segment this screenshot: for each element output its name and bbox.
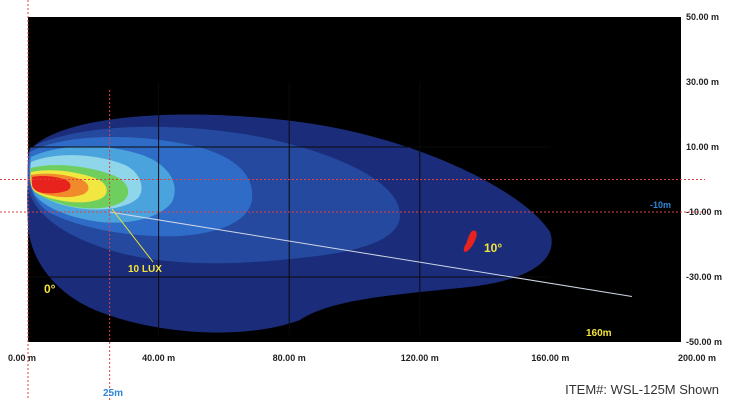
angle-ten-label: 10° (484, 241, 502, 255)
x-tick-label: 120.00 m (401, 353, 439, 363)
x-axis-ticks: 0.00 m 40.00 m 80.00 m 120.00 m 160.00 m 200.… (8, 353, 716, 363)
x-tick-label: 80.00 m (273, 353, 306, 363)
y-tick-label: -10.00 m (686, 207, 722, 217)
beam-angle-line (109, 211, 633, 297)
contour-level-9 (32, 176, 71, 194)
item-number-note: ITEM#: WSL-125M Shown (565, 382, 719, 397)
x-tick-label: 40.00 m (142, 353, 175, 363)
x-tick-label: 0.00 m (8, 353, 36, 363)
y-tick-label: -50.00 m (686, 337, 722, 347)
grid-lines (28, 82, 551, 336)
range-label: 160m (586, 328, 612, 339)
y-tick-label: 30.00 m (686, 77, 719, 87)
hotspot-marker (463, 230, 477, 252)
offset-label: -10m (650, 200, 671, 210)
lux-label: 10 LUX (128, 264, 162, 275)
distance-marker-label: 25m (103, 388, 123, 399)
y-axis-ticks: 50.00 m 30.00 m 10.00 m -10.00 m -30.00 m -50… (686, 12, 722, 347)
y-tick-label: -30.00 m (686, 272, 722, 282)
angle-zero-label: 0° (44, 282, 56, 296)
reference-lines (0, 0, 705, 400)
x-tick-label: 200.00 m (678, 353, 716, 363)
y-tick-label: 50.00 m (686, 12, 719, 22)
lux-pointer-line (111, 208, 154, 263)
x-tick-label: 160.00 m (531, 353, 569, 363)
y-tick-label: 10.00 m (686, 142, 719, 152)
